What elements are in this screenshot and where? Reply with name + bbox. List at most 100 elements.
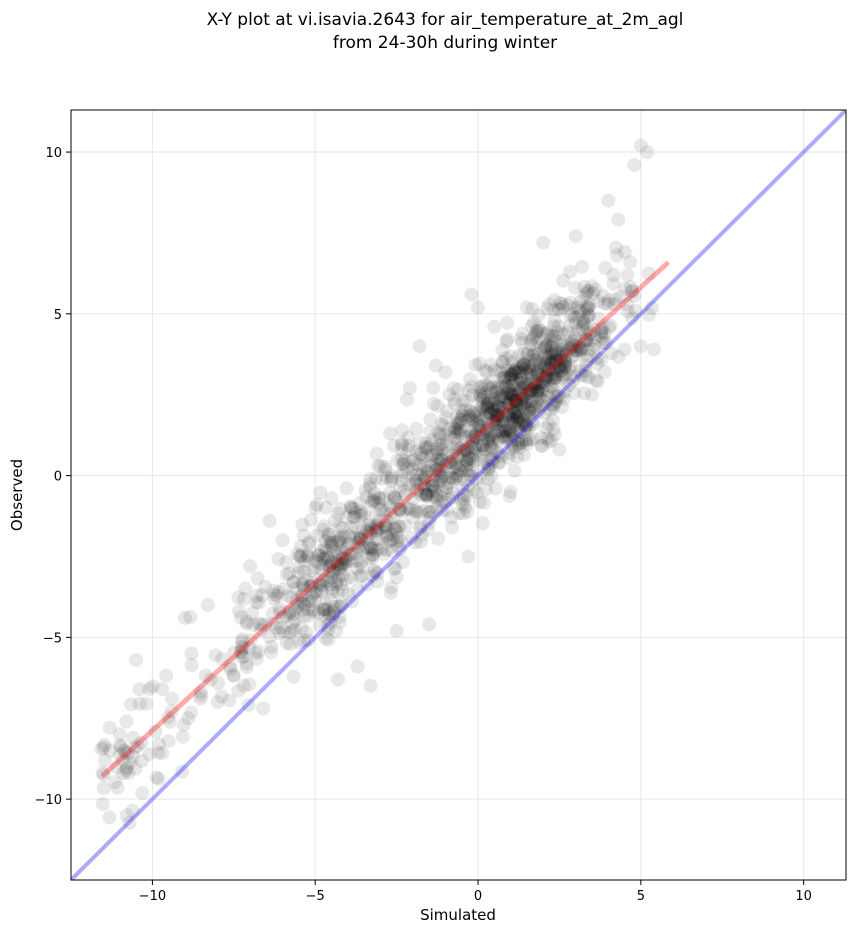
data-point	[494, 393, 509, 408]
data-point	[307, 586, 322, 601]
data-point	[397, 483, 412, 498]
data-point	[390, 494, 405, 509]
data-point	[503, 371, 518, 386]
data-point	[585, 279, 599, 294]
data-point	[390, 524, 404, 539]
data-point	[482, 430, 497, 445]
data-point	[489, 413, 504, 428]
data-point	[303, 580, 318, 594]
data-point	[333, 576, 348, 591]
data-points	[94, 138, 661, 830]
data-point	[573, 294, 588, 309]
data-point	[504, 386, 519, 401]
data-point	[473, 448, 488, 463]
data-point	[536, 371, 550, 385]
data-point	[485, 440, 499, 455]
data-point	[488, 481, 503, 496]
data-point	[492, 363, 507, 378]
data-point	[623, 254, 638, 269]
data-point	[319, 550, 334, 565]
data-point	[550, 363, 565, 378]
data-point	[499, 378, 514, 393]
data-point	[447, 424, 462, 439]
data-point	[474, 418, 488, 433]
data-point	[327, 543, 341, 558]
data-point	[478, 406, 493, 421]
data-point	[526, 315, 541, 330]
data-point	[580, 321, 595, 336]
data-point	[390, 538, 405, 553]
data-point	[367, 494, 382, 509]
data-point	[519, 300, 534, 315]
data-point	[467, 414, 482, 429]
data-point	[472, 438, 487, 453]
data-point	[535, 376, 550, 391]
data-point	[527, 329, 542, 344]
data-point	[524, 405, 539, 420]
data-point	[555, 297, 570, 311]
data-point	[465, 388, 479, 403]
data-point	[521, 358, 535, 373]
data-point	[393, 542, 408, 557]
data-point	[398, 502, 413, 517]
data-point	[538, 371, 552, 386]
data-point	[594, 325, 609, 340]
data-point	[370, 518, 384, 533]
data-point	[304, 594, 319, 609]
data-point	[504, 427, 519, 442]
data-point	[546, 400, 561, 415]
data-point	[512, 365, 527, 380]
data-point	[486, 380, 501, 395]
data-point	[502, 411, 517, 425]
data-point	[350, 553, 365, 568]
data-point	[505, 412, 520, 426]
data-point	[369, 446, 384, 461]
data-point	[500, 332, 515, 347]
data-point	[487, 392, 502, 407]
data-point	[512, 424, 527, 439]
data-point	[523, 382, 538, 397]
data-point	[385, 544, 400, 558]
data-point	[325, 581, 340, 596]
data-point	[134, 753, 149, 768]
data-point	[519, 408, 534, 422]
data-point	[353, 555, 368, 570]
data-point	[360, 524, 375, 538]
data-point	[183, 609, 198, 624]
data-point	[334, 559, 349, 574]
data-point	[135, 786, 150, 800]
data-point	[363, 471, 378, 486]
data-point	[460, 488, 474, 503]
data-point	[459, 413, 474, 428]
data-point	[491, 446, 506, 461]
data-point	[293, 596, 308, 611]
data-point	[581, 370, 596, 385]
data-point	[527, 380, 542, 395]
data-point	[251, 595, 266, 610]
data-point	[555, 346, 570, 361]
data-point	[354, 568, 369, 583]
data-point	[450, 415, 465, 430]
data-point	[316, 551, 331, 566]
data-point	[475, 516, 490, 531]
data-point	[525, 302, 540, 316]
data-point	[495, 425, 510, 440]
data-point	[473, 381, 488, 395]
data-point	[505, 412, 520, 427]
data-point	[351, 540, 366, 554]
data-point	[324, 538, 339, 553]
data-point	[383, 507, 398, 522]
data-point	[538, 340, 552, 355]
data-point	[497, 423, 512, 438]
data-point	[235, 650, 250, 665]
data-point	[325, 535, 340, 550]
data-point	[494, 401, 509, 416]
data-point	[483, 406, 498, 421]
data-point	[497, 429, 512, 444]
x-axis-ticks: −10 −5 0 5 10	[139, 880, 812, 904]
data-point	[541, 417, 556, 432]
data-point	[387, 490, 401, 505]
data-point	[394, 452, 409, 467]
data-point	[318, 596, 332, 611]
data-point	[389, 623, 404, 638]
